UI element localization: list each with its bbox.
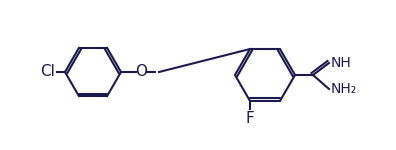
Text: F: F xyxy=(246,111,254,126)
Text: O: O xyxy=(135,64,147,80)
Text: Cl: Cl xyxy=(40,64,55,80)
Text: NH₂: NH₂ xyxy=(331,82,357,96)
Text: NH: NH xyxy=(331,56,352,70)
